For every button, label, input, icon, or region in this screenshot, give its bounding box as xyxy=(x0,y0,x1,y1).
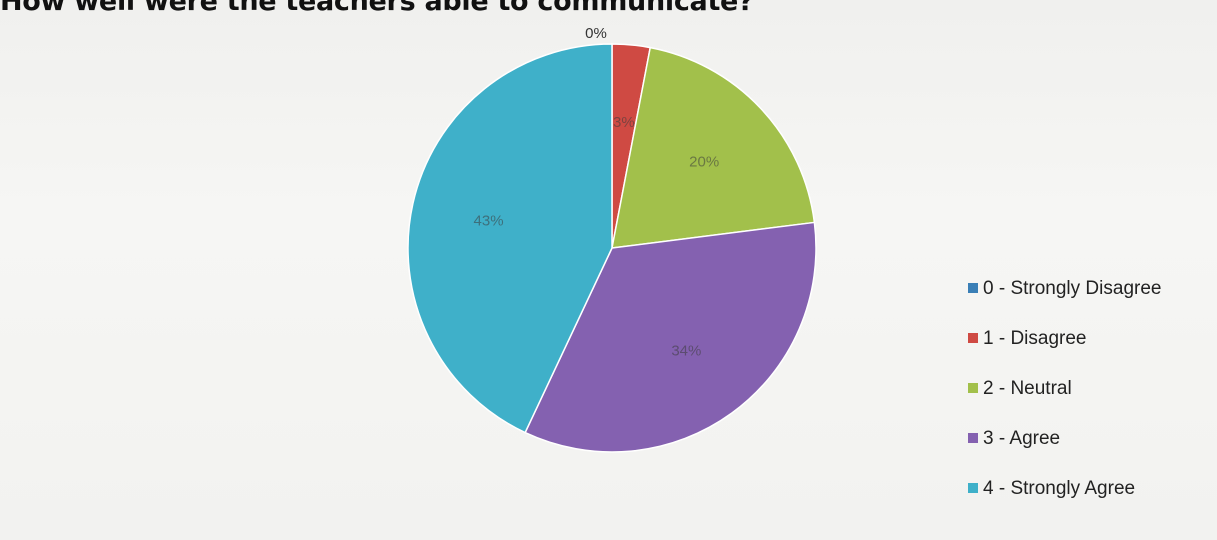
legend-label-0-strongly-disagree: 0 - Strongly Disagree xyxy=(983,278,1161,299)
data-label-1-disagree: 3% xyxy=(613,114,635,131)
legend: 0 - Strongly Disagree 1 - Disagree 2 - Neu… xyxy=(968,278,1161,499)
data-label-4-strongly-agree: 43% xyxy=(474,212,504,229)
legend-label-2-neutral: 2 - Neutral xyxy=(983,378,1072,399)
legend-label-4-strongly-agree: 4 - Strongly Agree xyxy=(983,478,1135,499)
legend-swatch-3-agree xyxy=(968,433,978,443)
legend-swatch-0-strongly-disagree xyxy=(968,283,978,293)
legend-swatch-4-strongly-agree xyxy=(968,483,978,493)
data-label-0-strongly-disagree: 0% xyxy=(585,25,607,42)
pie-slice-2-neutral xyxy=(611,46,816,249)
data-labels: 0% 3% 20% 34% 43% xyxy=(474,25,720,359)
legend-label-1-disagree: 1 - Disagree xyxy=(983,328,1087,349)
pie-slice-4-strongly-agree xyxy=(407,43,613,434)
legend-swatch-2-neutral xyxy=(968,383,978,393)
pie-slices xyxy=(407,43,817,453)
data-label-2-neutral: 20% xyxy=(689,153,719,170)
chart-title: How well were the teachers able to commu… xyxy=(0,0,754,17)
legend-label-3-agree: 3 - Agree xyxy=(983,428,1060,449)
data-label-3-agree: 34% xyxy=(671,342,701,359)
legend-swatch-1-disagree xyxy=(968,333,978,343)
